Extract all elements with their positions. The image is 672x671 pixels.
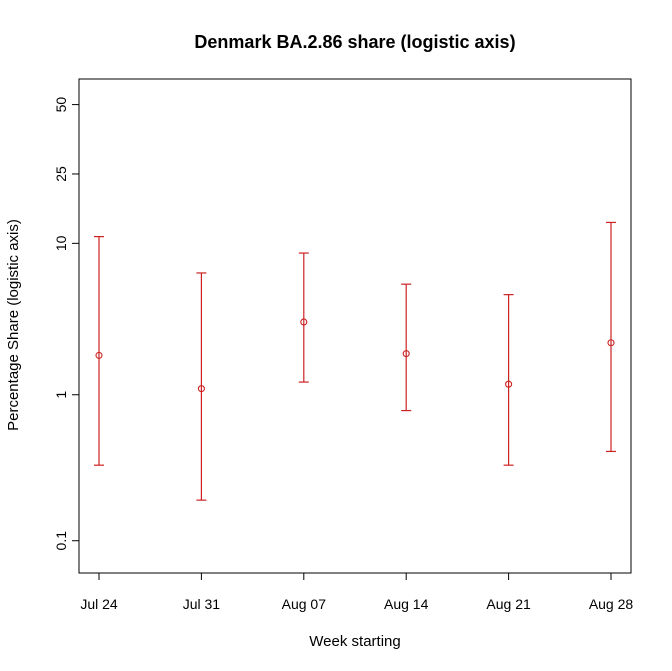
data-point [402, 350, 410, 358]
data-marks [94, 221, 616, 501]
data-point [197, 385, 205, 393]
y-tick-label: 50 [53, 97, 69, 113]
x-tick-label: Aug 14 [384, 596, 429, 612]
y-axis-label: Percentage Share (logistic axis) [5, 219, 22, 431]
x-tick-label: Aug 28 [589, 596, 634, 612]
data-point [300, 318, 308, 326]
data-point [95, 351, 103, 359]
data-point [505, 380, 513, 388]
plot-frame [78, 78, 632, 574]
x-tick-label: Aug 07 [282, 596, 327, 612]
x-tick-label: Jul 24 [80, 596, 118, 612]
chart-title: Denmark BA.2.86 share (logistic axis) [194, 32, 515, 52]
x-axis-label: Week starting [309, 633, 400, 650]
y-axis: 0.1 1 10 25 50 [53, 97, 79, 551]
y-tick-label: 0.1 [53, 531, 69, 551]
data-point [607, 339, 615, 347]
x-tick-label: Aug 21 [486, 596, 531, 612]
x-tick-label: Jul 31 [183, 596, 221, 612]
y-tick-label: 1 [53, 391, 69, 399]
y-tick-label: 10 [53, 235, 69, 251]
x-axis: Jul 24 Jul 31 Aug 07 Aug 14 Aug 21 Aug 28 [80, 573, 633, 612]
y-tick-label: 25 [53, 166, 69, 182]
